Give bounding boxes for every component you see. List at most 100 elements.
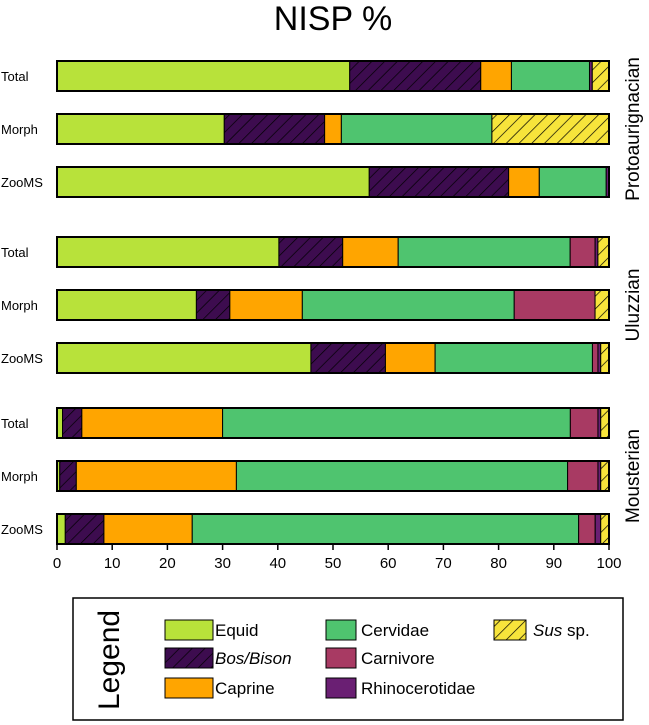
bar-segment-cervidae: [397, 236, 571, 268]
bar-segment-equid: [56, 289, 197, 321]
x-tick-label-60: 60: [380, 555, 397, 572]
bar-segment-bos-bison: [349, 60, 482, 92]
bar-outline: [56, 166, 610, 198]
bar-row-uluzzian-morph: Morph: [1, 289, 610, 321]
bar-segment-cervidae: [222, 407, 571, 439]
legend-swatch-rhinocerotidae: [325, 677, 357, 699]
legend-title: Legend: [93, 610, 126, 710]
legend-label-rhinocerotidae: Rhinocerotidae: [361, 679, 475, 698]
x-tick-label-100: 100: [596, 555, 621, 572]
bar-segment-sus-sp: [600, 513, 610, 545]
legend-swatch-cervidae: [325, 619, 357, 641]
row-label: Morph: [1, 298, 38, 313]
legend-swatch-carnivore: [325, 647, 357, 669]
bar-segment-bos-bison: [195, 289, 231, 321]
bar-outline: [56, 60, 610, 92]
bar-segment-caprine: [229, 289, 303, 321]
bars-layer: Total Morph ZooMS Total Morph ZooMS Total Morph…: [1, 60, 610, 545]
group-label-mousterian: Mousterian: [623, 429, 644, 523]
legend-swatch-equid: [164, 619, 214, 641]
row-label: Total: [1, 245, 29, 260]
row-label: Total: [1, 416, 29, 431]
x-axis: 0 10 20 30 40 50 60 70 80 90 100: [53, 543, 622, 572]
bar-segment-carnivore: [569, 236, 596, 268]
bar-outline: [56, 289, 610, 321]
x-tick-label-40: 40: [269, 555, 286, 572]
bar-row-protoaurignacian-morph: Morph: [1, 113, 610, 145]
legend-item-caprine: Caprine: [164, 677, 275, 699]
bar-segment-carnivore: [569, 407, 599, 439]
bar-outline: [56, 460, 610, 492]
legend-item-bos-bison: Bos/Bison: [164, 647, 292, 669]
bar-segment-bos-bison: [64, 513, 105, 545]
bar-segment-caprine: [384, 342, 436, 374]
bar-segment-cervidae: [191, 513, 580, 545]
bar-segment-sus-sp: [491, 113, 610, 145]
bar-segment-cervidae: [235, 460, 569, 492]
legend-item-cervidae: Cervidae: [325, 619, 429, 641]
group-label-protoaurignacian: Protoaurignacian: [623, 57, 644, 201]
bar-row-mousterian-total: Total: [1, 407, 610, 439]
legend-item-equid: Equid: [164, 619, 258, 641]
bar-segment-equid: [56, 513, 66, 545]
bar-row-uluzzian-zooms: ZooMS: [1, 342, 610, 374]
row-label: Morph: [1, 122, 38, 137]
legend-label-bos-bison: Bos/Bison: [215, 649, 292, 668]
legend-swatch-caprine: [164, 677, 214, 699]
bar-segment-bos-bison: [59, 460, 77, 492]
row-label: ZooMS: [1, 175, 43, 190]
legend: Legend Equid Bos/Bison Caprine Cervidae Carni…: [72, 597, 624, 721]
legend-label-cervidae: Cervidae: [361, 621, 429, 640]
group-label-uluzzian: Uluzzian: [623, 269, 644, 342]
chart-title: NISP %: [274, 0, 392, 38]
bar-segment-bos-bison: [310, 342, 386, 374]
bar-segment-sus-sp: [600, 407, 610, 439]
bar-segment-equid: [56, 60, 351, 92]
bar-segment-bos-bison: [368, 166, 510, 198]
bar-segment-caprine: [480, 60, 512, 92]
legend-swatch-sus-sp: [493, 619, 527, 641]
x-tick-label-80: 80: [490, 555, 507, 572]
legend-item-sus-sp: Sus sp.: [493, 619, 590, 641]
bar-segment-caprine: [75, 460, 237, 492]
legend-item-carnivore: Carnivore: [325, 647, 435, 669]
bar-row-protoaurignacian-total: Total: [1, 60, 610, 92]
bar-segment-cervidae: [301, 289, 515, 321]
legend-label-caprine: Caprine: [215, 679, 275, 698]
bar-group-uluzzian: Total Morph ZooMS: [1, 236, 610, 374]
bar-segment-caprine: [342, 236, 399, 268]
bar-row-mousterian-morph: Morph: [1, 460, 610, 492]
bar-segment-sus-sp: [600, 342, 610, 374]
bar-segment-carnivore: [567, 460, 599, 492]
x-tick-label-30: 30: [214, 555, 231, 572]
bar-row-uluzzian-total: Total: [1, 236, 610, 268]
bar-segment-carnivore: [578, 513, 596, 545]
bar-segment-bos-bison: [278, 236, 344, 268]
bar-segment-caprine: [324, 113, 342, 145]
bar-segment-cervidae: [510, 60, 590, 92]
bar-segment-caprine: [103, 513, 193, 545]
x-tick-label-10: 10: [104, 555, 121, 572]
bar-segment-equid: [56, 342, 312, 374]
row-label: ZooMS: [1, 351, 43, 366]
row-label: Morph: [1, 469, 38, 484]
bar-segment-bos-bison: [62, 407, 83, 439]
bar-outline: [56, 236, 610, 268]
bar-outline: [56, 407, 610, 439]
row-label: ZooMS: [1, 522, 43, 537]
x-tick-label-20: 20: [159, 555, 176, 572]
group-labels: Protoaurignacian Uluzzian Mousterian: [623, 57, 644, 523]
x-tick-label-70: 70: [435, 555, 452, 572]
bar-segment-sus-sp: [600, 460, 610, 492]
x-tick-label-50: 50: [325, 555, 342, 572]
bar-segment-rhinocerotidae: [594, 513, 602, 545]
bar-group-mousterian: Total Morph ZooMS: [1, 407, 610, 545]
legend-swatch-bos-bison: [164, 647, 214, 669]
bar-segment-equid: [56, 113, 225, 145]
bar-segment-carnivore: [513, 289, 596, 321]
bar-segment-caprine: [81, 407, 224, 439]
bar-outline: [56, 113, 610, 145]
bar-row-protoaurignacian-zooms: ZooMS: [1, 166, 610, 198]
x-tick-label-90: 90: [545, 555, 562, 572]
